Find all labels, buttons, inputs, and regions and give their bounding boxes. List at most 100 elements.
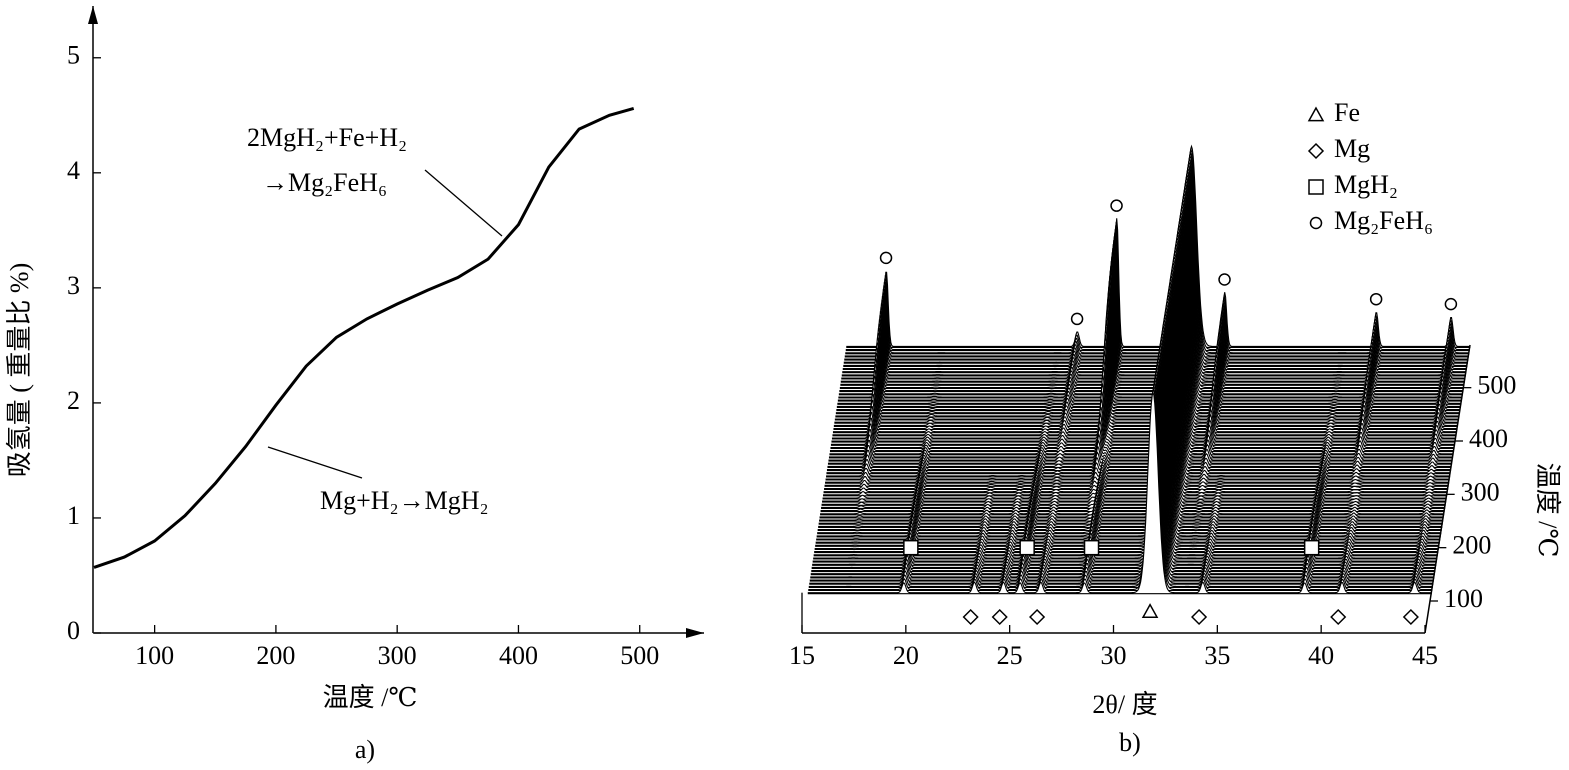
trace (811, 368, 1436, 573)
trace (816, 334, 1441, 538)
trace (835, 210, 1460, 415)
z-tick-label: 300 (1461, 477, 1500, 506)
marker-square (1083, 539, 1100, 556)
trace (832, 232, 1457, 437)
marker-circle (1309, 216, 1323, 230)
arrow (686, 628, 704, 638)
trace (817, 327, 1442, 532)
x-tick-label: 15 (789, 641, 815, 670)
trace (823, 289, 1448, 494)
annotation: Mg+H₂→MgH₂ (320, 486, 489, 515)
legend-label: Mg (1334, 134, 1370, 163)
x-tick-label: 25 (997, 641, 1023, 670)
trace (819, 315, 1444, 519)
trace (822, 296, 1447, 500)
marker-circle (1369, 292, 1383, 306)
trace (845, 150, 1470, 355)
trace (833, 226, 1458, 431)
x-tick-label: 100 (135, 641, 174, 670)
trace (828, 255, 1454, 459)
trace (823, 292, 1448, 497)
trace (827, 264, 1452, 468)
z-axis-label: 温度 /℃ (1533, 463, 1562, 558)
trace (813, 356, 1438, 560)
y-tick-label: 0 (67, 616, 80, 645)
trace (846, 144, 1471, 348)
trace (821, 302, 1446, 506)
trace (842, 166, 1467, 371)
trace (819, 318, 1444, 522)
trace (810, 371, 1435, 576)
trace (837, 198, 1462, 402)
trace (818, 324, 1443, 528)
z-tick-label: 100 (1444, 584, 1483, 613)
trace (824, 283, 1449, 487)
trace (815, 343, 1440, 547)
y-tick-label: 5 (67, 41, 80, 70)
marker-diamond (1402, 608, 1419, 626)
trace (834, 217, 1459, 421)
leader-line (267, 446, 363, 479)
marker-square (1308, 179, 1324, 195)
y-tick-label: 2 (67, 386, 80, 415)
y-tick-label: 1 (67, 501, 80, 530)
y-tick-label: 3 (67, 271, 80, 300)
marker-diamond (1191, 608, 1208, 626)
x-tick-label: 400 (499, 641, 538, 670)
legend-label: Fe (1334, 98, 1360, 127)
trace (820, 308, 1445, 513)
y-tick-label: 4 (67, 156, 80, 185)
z-tick-label: 200 (1452, 531, 1491, 560)
trace (834, 220, 1459, 424)
trace (824, 286, 1449, 491)
trace (816, 337, 1441, 541)
trace (826, 267, 1452, 472)
trace (830, 242, 1456, 446)
trace (833, 223, 1458, 427)
trace (809, 378, 1434, 582)
trace (825, 277, 1450, 481)
trace (811, 365, 1436, 569)
trace (843, 163, 1468, 367)
x-tick-label: 35 (1204, 641, 1230, 670)
z-axis (1424, 344, 1471, 634)
marker-circle (1218, 273, 1231, 286)
x-tick-label: 45 (1412, 641, 1438, 670)
trace (836, 204, 1461, 408)
trace (837, 201, 1462, 405)
trace (826, 270, 1451, 475)
trace (831, 236, 1457, 440)
x-tick-label: 40 (1308, 641, 1334, 670)
trace (827, 261, 1453, 465)
trace (812, 359, 1437, 563)
legend-label: Mg₂FeH₆ (1334, 206, 1433, 235)
curve (93, 106, 635, 569)
trace (808, 384, 1433, 588)
caption: b) (1119, 728, 1141, 757)
trace (817, 330, 1442, 535)
trace (841, 176, 1466, 380)
x-tick-label: 200 (256, 641, 295, 670)
marker-triangle (1307, 106, 1325, 122)
marker-triangle (1141, 603, 1159, 619)
trace (829, 248, 1455, 453)
trace (821, 305, 1446, 509)
trace (815, 340, 1440, 544)
leader-line (424, 169, 503, 237)
trace (836, 207, 1461, 412)
trace (841, 173, 1466, 377)
arrow (88, 6, 98, 24)
marker-diamond (1330, 608, 1347, 626)
trace (832, 229, 1458, 434)
trace (826, 274, 1451, 478)
annotation: →Mg₂FeH₆ (262, 168, 387, 197)
x-tick-label: 30 (1101, 641, 1127, 670)
trace (809, 381, 1434, 585)
trace (810, 375, 1435, 579)
trace (808, 387, 1433, 592)
trace (842, 169, 1467, 374)
trace (839, 185, 1464, 390)
trace (843, 160, 1468, 364)
marker-circle (1110, 199, 1123, 212)
